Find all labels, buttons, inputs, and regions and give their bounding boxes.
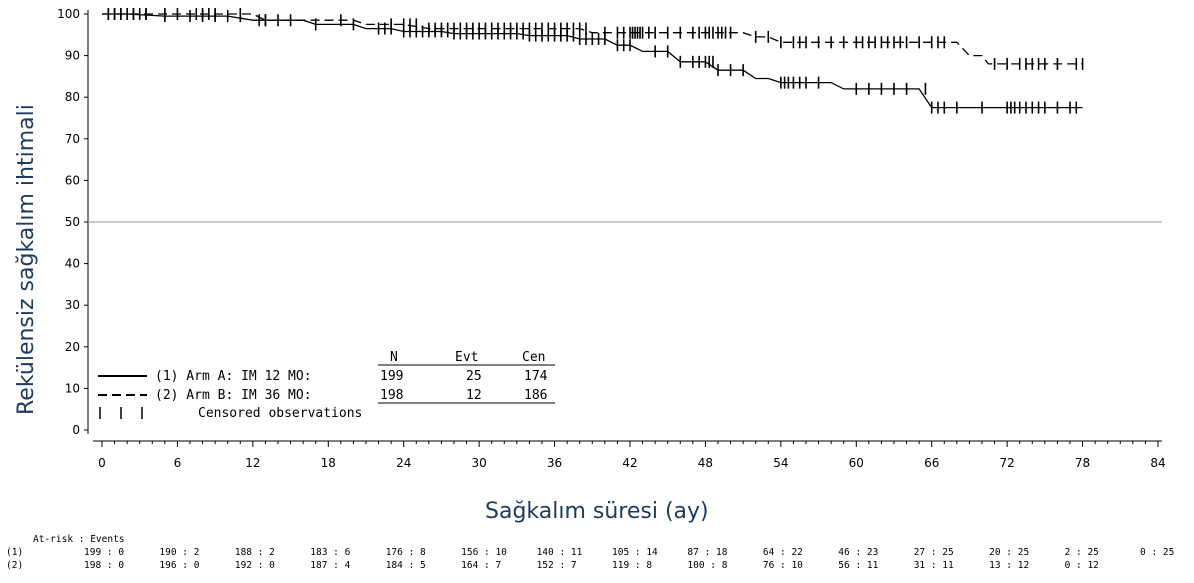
x-tick-label-6: 36 <box>547 456 562 470</box>
y-tick-label-6: 60 <box>65 173 80 187</box>
x-tick-label-5: 30 <box>472 456 487 470</box>
x-tick-label-9: 54 <box>773 456 788 470</box>
at-risk-row1-cell-4: 176 : 8 <box>386 547 426 558</box>
x-tick-label-7: 42 <box>622 456 637 470</box>
x-axis-label: Sağkalım süresi (ay) <box>485 499 709 524</box>
at-risk-row2-label: (2) <box>6 560 23 571</box>
at-risk-row1-cell-11: 27 : 25 <box>914 547 954 558</box>
at-risk-row2-cell-10: 56 : 11 <box>838 560 878 571</box>
at-risk-row1-cell-10: 46 : 23 <box>838 547 878 558</box>
at-risk-row1-cell-1: 190 : 2 <box>159 547 199 558</box>
at-risk-row1-cell-7: 105 : 14 <box>612 547 658 558</box>
at-risk-row1-cell-0: 199 : 0 <box>84 547 124 558</box>
at-risk-row1-cell-12: 20 : 25 <box>989 547 1029 558</box>
legend-row2-cen: 186 <box>524 388 547 403</box>
x-tick-label-4: 24 <box>396 456 411 470</box>
at-risk-row1-cell-5: 156 : 10 <box>461 547 507 558</box>
at-risk-row2-cell-12: 13 : 12 <box>989 560 1029 571</box>
at-risk-row1-cell-13: 2 : 25 <box>1065 547 1099 558</box>
at-risk-row2-cell-5: 164 : 7 <box>461 560 501 571</box>
y-tick-label-7: 70 <box>65 132 80 146</box>
at-risk-row2-cell-6: 152 : 7 <box>537 560 577 571</box>
at-risk-row2-cell-4: 184 : 5 <box>386 560 426 571</box>
series-1-curve <box>102 13 1083 109</box>
plot-area: 0 10 20 30 40 50 60 70 80 90 100 0 6 12 18 24 30 36 42 48 54… <box>57 7 1166 470</box>
x-tick-label-2: 12 <box>245 456 260 470</box>
at-risk-row1-cell-14: 0 : 25 <box>1140 547 1174 558</box>
at-risk-row2-cell-1: 196 : 0 <box>159 560 199 571</box>
at-risk-row1-cell-6: 140 : 11 <box>537 547 583 558</box>
legend-row2-n: 198 <box>380 388 403 403</box>
at-risk-table: At-risk : Events (1) (2) 199 : 0 190 : 2 1… <box>6 534 1174 571</box>
x-tick-label-3: 18 <box>321 456 336 470</box>
at-risk-row1-cell-2: 188 : 2 <box>235 547 275 558</box>
y-tick-label-2: 20 <box>65 340 80 354</box>
x-tick-label-13: 78 <box>1075 456 1090 470</box>
legend-row2-evt: 12 <box>466 388 482 403</box>
x-tick-label-10: 60 <box>849 456 864 470</box>
legend-row1-n: 199 <box>380 369 403 384</box>
x-tick-label-12: 72 <box>1000 456 1015 470</box>
at-risk-row2-cell-11: 31 : 11 <box>914 560 954 571</box>
x-tick-label-11: 66 <box>924 456 939 470</box>
y-axis-label: Rekülensiz sağkalım ihtimali <box>14 104 39 415</box>
at-risk-header: At-risk : Events <box>33 534 125 545</box>
at-risk-row1-cell-3: 183 : 6 <box>310 547 350 558</box>
legend-row2-label: (2) Arm B: IM 36 MO: <box>155 388 312 403</box>
at-risk-row2-cell-13: 0 : 12 <box>1065 560 1099 571</box>
x-tick-label-1: 6 <box>174 456 182 470</box>
at-risk-row2-cell-2: 192 : 0 <box>235 560 275 571</box>
x-tick-label-14: 84 <box>1150 456 1165 470</box>
y-tick-label-1: 10 <box>65 381 80 395</box>
legend-row1-evt: 25 <box>466 369 482 384</box>
legend-header-evt: Evt <box>455 350 478 365</box>
x-tick-label-8: 48 <box>698 456 713 470</box>
y-tick-label-8: 80 <box>65 90 80 104</box>
legend: N Evt Cen (1) Arm A: IM 12 MO: 199 25 17… <box>98 350 555 421</box>
x-tick-label-0: 0 <box>98 456 106 470</box>
at-risk-row2-cell-3: 187 : 4 <box>310 560 350 571</box>
y-tick-label-10: 100 <box>57 7 80 21</box>
y-tick-label-0: 0 <box>72 423 80 437</box>
at-risk-row1-cell-9: 64 : 22 <box>763 547 803 558</box>
at-risk-row2-cell-0: 198 : 0 <box>84 560 124 571</box>
y-tick-label-9: 90 <box>65 49 80 63</box>
y-tick-label-3: 30 <box>65 298 80 312</box>
y-tick-label-5: 50 <box>65 215 80 229</box>
legend-header-cen: Cen <box>522 350 545 365</box>
at-risk-row1-cell-8: 87 : 18 <box>687 547 727 558</box>
legend-censor-ticks <box>99 407 143 419</box>
y-tick-label-4: 40 <box>65 257 80 271</box>
at-risk-row2-cell-7: 119 : 8 <box>612 560 652 571</box>
legend-row1-cen: 174 <box>524 369 548 384</box>
at-risk-row2-cell-9: 76 : 10 <box>763 560 803 571</box>
legend-header-n: N <box>390 350 398 365</box>
legend-row1-label: (1) Arm A: IM 12 MO: <box>155 369 312 384</box>
at-risk-row2-cell-8: 100 : 8 <box>687 560 727 571</box>
legend-censored-label: Censored observations <box>198 406 362 421</box>
at-risk-row1-label: (1) <box>6 547 23 558</box>
